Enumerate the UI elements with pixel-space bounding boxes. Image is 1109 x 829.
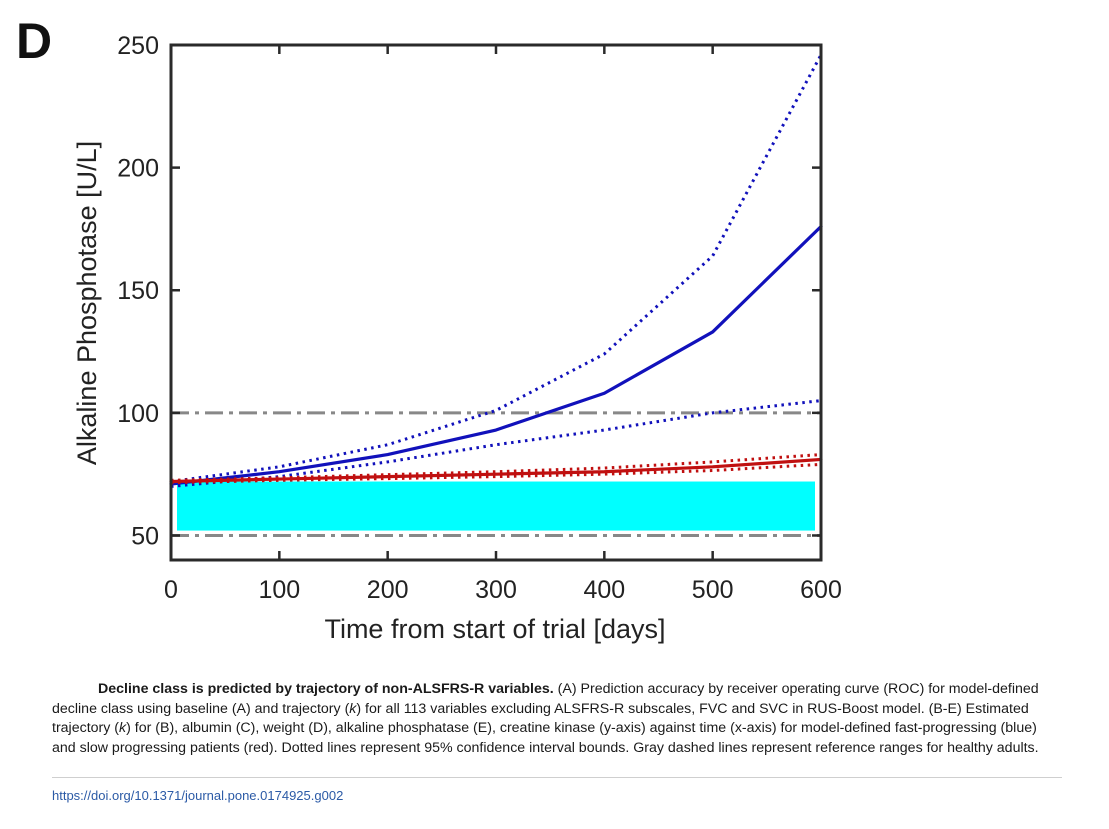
x-tick-label: 500 [692, 576, 734, 604]
y-tick-label: 50 [131, 522, 159, 550]
axes: 0 100 200 300 400 500 600 50 100 150 200 250 [117, 32, 842, 604]
x-tick-label: 0 [164, 576, 178, 604]
caption-body-3: ) for (B), albumin (C), weight (D), alka… [52, 720, 1039, 756]
series-line-1 [169, 224, 823, 486]
caption-body-2: ) for all 113 variables excluding ALSFRS… [52, 700, 1029, 737]
caption-k-1: k [349, 700, 357, 717]
caption-lead: Decline class is predicted by trajectory… [98, 681, 554, 697]
x-tick-label: 600 [800, 576, 842, 604]
caption-body-1: (A) Prediction accuracy by receiver oper… [52, 681, 1039, 717]
x-tick-label: 300 [475, 576, 517, 604]
line-chart: 0 100 200 300 400 500 600 50 100 150 200 250 Time f… [72, 32, 842, 644]
y-tick-label: 200 [117, 155, 159, 183]
y-tick-label: 100 [117, 400, 159, 428]
caption-k-2: k [119, 720, 127, 736]
series-line-2 [170, 54, 823, 484]
doi-link[interactable]: https://doi.org/10.1371/journal.pone.017… [52, 788, 344, 803]
y-tick-label: 150 [117, 277, 159, 305]
x-tick-label: 200 [367, 576, 409, 604]
plot-area [169, 54, 823, 537]
y-axis-label: Alkaline Phosphotase [U/L] [72, 141, 102, 465]
x-tick-label: 400 [583, 576, 625, 604]
y-tick-label: 250 [117, 32, 159, 60]
redaction-band [177, 481, 815, 531]
figure-caption: Decline class is predicted by trajectory… [52, 680, 1062, 758]
series-line-3 [170, 399, 822, 488]
x-axis-label: Time from start of trial [days] [324, 614, 665, 644]
x-tick-label: 100 [258, 576, 300, 604]
series-line-4 [169, 457, 823, 484]
caption-divider [52, 777, 1062, 778]
panel-label: D [16, 13, 53, 69]
